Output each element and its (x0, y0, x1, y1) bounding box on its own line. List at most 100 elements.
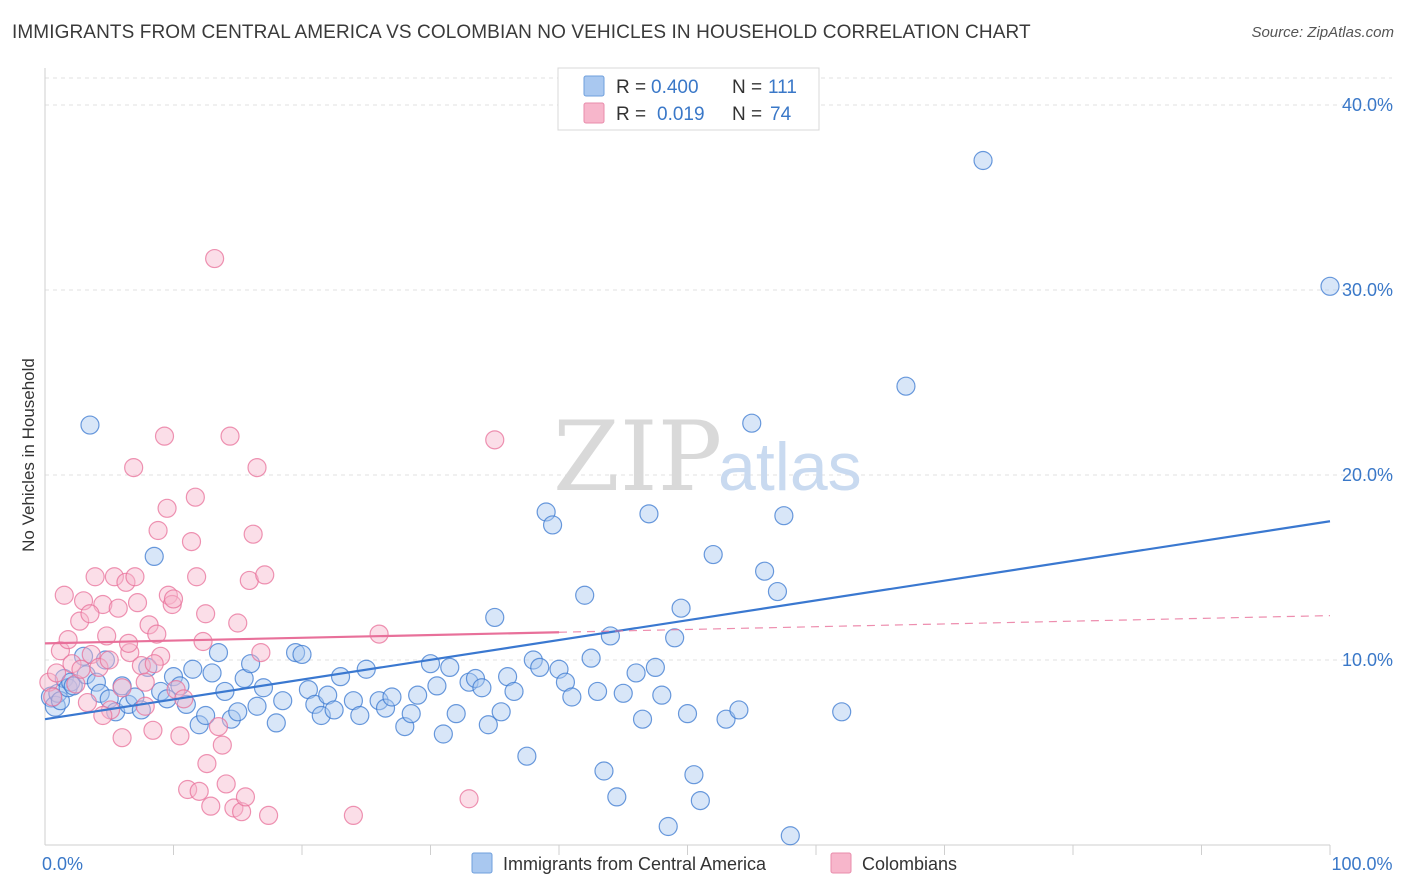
point-central-america (472, 678, 492, 698)
point-colombians (197, 753, 217, 774)
point-colombians (181, 531, 202, 552)
point-central-america (504, 681, 524, 702)
legend-r-value: 0.019 (657, 104, 705, 125)
legend-n-value: 111 (768, 77, 797, 98)
point-central-america (600, 626, 621, 646)
point-colombians (125, 567, 145, 587)
point-central-america (478, 715, 498, 735)
point-colombians (369, 624, 389, 644)
point-central-america (446, 704, 466, 724)
point-colombians (144, 654, 164, 674)
point-central-america (305, 694, 325, 715)
watermark-atlas: atlas (718, 429, 862, 505)
point-colombians (46, 663, 67, 683)
point-central-america (485, 607, 505, 628)
point-colombians (54, 585, 74, 605)
legend-n-label: N = (732, 104, 762, 125)
point-central-america (247, 696, 267, 716)
bottom-legend-label-central-america: Immigrants from Central America (503, 854, 767, 874)
bottom-legend-swatch-central-america (471, 852, 493, 874)
legend: R = 0.400 N = 111 R = 0.019 N = 74 (557, 67, 820, 131)
point-colombians (154, 426, 175, 446)
point-central-america (285, 642, 306, 663)
point-colombians (158, 585, 178, 605)
point-colombians (255, 565, 275, 585)
chart-source: Source: ZipAtlas.com (1251, 24, 1394, 41)
legend-row-central-america: R = 0.400 N = 111 (583, 75, 797, 98)
point-colombians (80, 604, 100, 624)
point-central-america (330, 667, 351, 687)
point-central-america (562, 687, 582, 707)
point-colombians (189, 781, 209, 801)
point-colombians (77, 692, 98, 713)
point-central-america (491, 702, 511, 722)
point-colombians (70, 611, 90, 631)
point-colombians (118, 633, 139, 653)
point-central-america (754, 561, 775, 581)
point-central-america (266, 713, 286, 733)
point-central-america (189, 715, 209, 735)
point-colombians (228, 613, 248, 633)
y-tick-label: 20.0% (1342, 465, 1393, 485)
point-central-america (208, 642, 229, 663)
trend-line-colombians-extension (558, 615, 1331, 633)
point-central-america (228, 702, 248, 722)
point-central-america (665, 628, 685, 648)
chart-title: IMMIGRANTS FROM CENTRAL AMERICA VS COLOM… (12, 22, 1031, 43)
point-colombians (97, 626, 117, 646)
point-central-america (86, 672, 107, 692)
x-tick-label: 100.0% (1331, 854, 1392, 874)
bottom-legend: Immigrants from Central America Colombia… (471, 852, 957, 874)
point-colombians (58, 630, 78, 650)
trend-line-central-america (44, 520, 1331, 721)
point-colombians (216, 774, 236, 794)
point-colombians (127, 593, 148, 613)
point-colombians (71, 659, 91, 679)
point-central-america (183, 659, 203, 679)
point-central-america (652, 685, 672, 705)
point-central-america (973, 150, 993, 171)
point-central-america (626, 663, 646, 683)
point-central-america (273, 691, 293, 711)
y-tick-label: 10.0% (1342, 650, 1393, 670)
point-colombians (50, 641, 71, 661)
point-central-america (202, 663, 222, 683)
point-central-america (465, 668, 486, 689)
point-colombians (143, 720, 163, 740)
point-colombians (112, 728, 132, 748)
point-colombians (151, 646, 171, 666)
point-colombians (220, 426, 240, 446)
point-colombians (235, 787, 256, 807)
point-central-america (350, 705, 370, 726)
point-central-america (253, 678, 274, 698)
point-central-america (832, 702, 852, 722)
point-colombians (251, 642, 271, 663)
legend-n-label: N = (732, 77, 762, 98)
point-central-america (742, 413, 762, 433)
point-central-america (1320, 276, 1340, 296)
point-colombians (212, 735, 232, 755)
point-colombians (205, 248, 225, 269)
point-central-america (324, 700, 344, 720)
bottom-legend-swatch-colombians (830, 852, 852, 874)
point-colombians (232, 802, 252, 822)
point-central-america (420, 654, 441, 674)
legend-r-label: R = (616, 104, 646, 125)
point-central-america (896, 376, 916, 396)
point-central-america (767, 581, 788, 602)
y-tick-label: 40.0% (1342, 95, 1393, 115)
y-axis-title: No Vehicles in Household (19, 358, 38, 552)
legend-n-value: 74 (770, 104, 792, 125)
point-central-america (594, 761, 614, 781)
point-colombians (163, 589, 184, 609)
point-colombians (258, 805, 279, 826)
point-central-america (292, 644, 312, 665)
trend-layer (44, 520, 1331, 721)
point-colombians (170, 726, 190, 746)
point-colombians (485, 430, 505, 450)
point-central-america (144, 546, 164, 567)
watermark-zip: ZIP (553, 401, 722, 513)
point-central-america (658, 816, 678, 837)
point-central-america (677, 704, 698, 724)
point-central-america (716, 709, 736, 729)
